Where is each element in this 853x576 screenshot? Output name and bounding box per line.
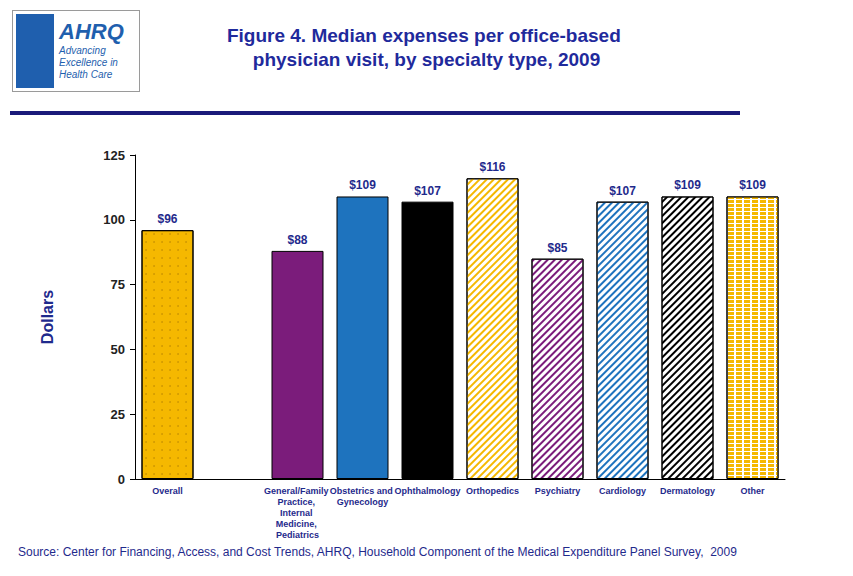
svg-text:$85: $85 — [547, 241, 567, 255]
svg-text:75: 75 — [111, 277, 125, 292]
svg-text:General/Family: General/Family — [264, 486, 331, 496]
svg-text:$107: $107 — [609, 184, 636, 198]
svg-text:Practice,: Practice, — [277, 497, 317, 507]
svg-text:$109: $109 — [349, 178, 376, 192]
svg-text:Pediatrics: Pediatrics — [276, 530, 319, 540]
svg-text:Gynecology: Gynecology — [337, 497, 389, 507]
svg-text:$116: $116 — [479, 160, 505, 174]
svg-text:0: 0 — [118, 472, 125, 487]
svg-text:Obstetrics and: Obstetrics and — [330, 486, 396, 496]
svg-text:Figure 4. Median expenses per: Figure 4. Median expenses per office-bas… — [227, 25, 626, 46]
svg-text:Dermatology: Dermatology — [660, 486, 715, 496]
svg-text:Other: Other — [740, 486, 765, 496]
svg-text:Psychiatry: Psychiatry — [535, 486, 581, 496]
html-text:AHRQ: AHRQ — [59, 19, 124, 44]
svg-text:25: 25 — [111, 407, 125, 422]
svg-text:Dollars: Dollars — [39, 290, 56, 344]
html-text:Advancing Excellence in Health: Advancing Excellence in Health Care — [59, 45, 118, 80]
svg-text:Orthopedics: Orthopedics — [466, 486, 519, 496]
svg-text:Medicine,: Medicine, — [276, 519, 320, 529]
svg-text:Ophthalmology: Ophthalmology — [395, 486, 461, 496]
svg-text:Source: Center for Financing,: Source: Center for Financing, Access, an… — [18, 545, 737, 559]
svg-text:$88: $88 — [287, 233, 307, 247]
svg-text:Cardiology: Cardiology — [599, 486, 646, 496]
svg-text:$107: $107 — [414, 184, 441, 198]
svg-text:Internal: Internal — [280, 508, 315, 518]
svg-text:50: 50 — [111, 342, 125, 357]
svg-text:Overall: Overall — [152, 486, 183, 496]
svg-text:$109: $109 — [739, 178, 766, 192]
svg-text:$96: $96 — [157, 212, 177, 226]
svg-text:$109: $109 — [674, 178, 701, 192]
svg-text:physician visit, by specialty: physician visit, by specialty type, 2009 — [253, 49, 600, 70]
svg-text:125: 125 — [103, 148, 125, 163]
svg-text:100: 100 — [103, 212, 125, 227]
